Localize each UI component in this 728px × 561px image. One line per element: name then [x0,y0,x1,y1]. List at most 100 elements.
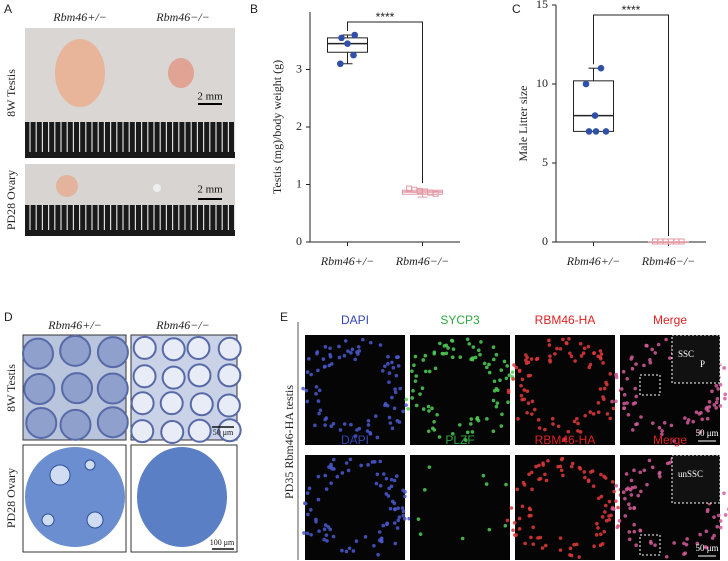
nucleus [366,423,371,427]
panel-letter: C [512,2,521,16]
nucleus [344,461,349,465]
nucleus [450,355,455,360]
nucleus [318,408,323,413]
nucleus [573,359,577,363]
nucleus [598,387,603,391]
tubule [189,392,214,417]
nucleus [537,426,542,430]
nucleus [510,370,515,374]
nucleus [460,536,465,541]
panel-letter: E [280,310,288,324]
tubule [61,372,94,405]
nucleus [624,472,629,476]
nucleus [317,388,322,393]
nucleus [695,541,700,546]
nucleus [718,382,723,387]
y-tick-label: 0 [296,234,302,248]
nucleus [427,369,432,374]
nucleus [632,522,636,527]
tubule [216,393,241,418]
nucleus [592,544,596,549]
nucleus [356,345,361,349]
nucleus [632,468,636,473]
nucleus [660,432,664,437]
nucleus [664,337,668,342]
nucleus [496,388,500,393]
nucleus [634,543,638,548]
nucleus [519,393,524,398]
side-label: PD35 Rbm46-HA testis [282,385,296,499]
nucleus [614,483,619,488]
nucleus [301,386,305,391]
nucleus [314,517,318,522]
tubule [161,365,186,390]
nucleus [404,397,408,402]
nucleus [465,430,470,435]
nucleus [684,542,689,547]
nucleus [706,507,710,512]
tubule [96,406,129,439]
nucleus [694,410,699,415]
nucleus [543,427,547,432]
nucleus [586,344,591,349]
point [432,190,439,197]
nucleus [449,338,454,343]
col-label: Rbm46−/− [155,10,210,24]
nucleus [628,506,632,511]
nucleus [323,344,328,349]
nucleus [430,406,434,411]
nucleus [639,489,643,494]
nucleus [567,336,571,341]
nucleus [316,399,321,403]
inset-label: SSC [678,349,694,359]
nucleus [328,527,333,532]
nucleus [600,515,605,519]
nucleus [596,526,600,530]
nucleus [340,548,344,553]
nucleus [716,387,720,391]
y-tick-label: 3 [296,61,302,75]
nucleus [305,399,310,404]
fluorescence: SSC P 50 μm unSSC 50 μm [301,334,728,560]
nucleus [614,399,618,404]
nucleus [331,457,336,462]
nucleus [329,481,333,485]
nucleus [517,527,522,531]
nucleus [346,468,351,473]
nucleus [348,457,353,462]
nucleus [389,484,394,489]
nucleus [322,537,326,542]
nucleus [392,478,397,483]
nucleus [361,337,365,342]
nucleus [396,506,400,511]
nucleus [330,467,334,471]
nucleus [438,341,442,346]
tubule [59,334,92,367]
nucleus [704,529,709,534]
nucleus [384,476,389,481]
tubule [217,418,242,443]
panel-letter: B [250,2,258,16]
nucleus [629,357,633,361]
nucleus [509,506,514,510]
nucleus [524,361,529,366]
row-label: PD28 Ovary [4,170,18,230]
nucleus [616,505,620,510]
nucleus [506,400,510,405]
nucleus [672,439,676,443]
nucleus [398,386,402,391]
nucleus [313,423,317,428]
nucleus [714,383,719,388]
nucleus [591,484,596,488]
nucleus [566,429,571,434]
nucleus [722,366,726,370]
nucleus [385,521,390,526]
nucleus [529,470,534,475]
nucleus [403,490,407,494]
nucleus [599,356,603,361]
tubule [130,391,155,416]
ovary [153,184,161,192]
significance-bracket [347,21,423,184]
y-tick-label: 15 [536,0,548,11]
